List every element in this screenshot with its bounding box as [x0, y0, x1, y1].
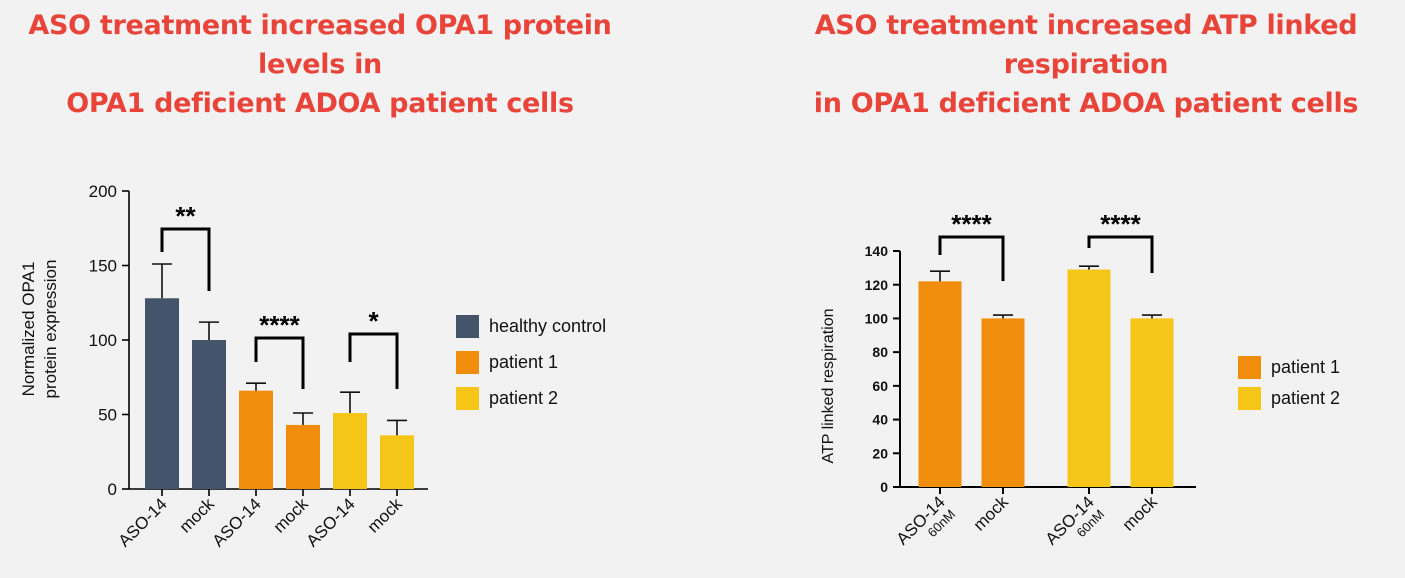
chart1-y-tick-label: 200 — [89, 182, 117, 201]
chart1-significance-label: ** — [175, 201, 196, 231]
right-title-line1: ASO treatment increased ATP linked respi… — [814, 10, 1358, 80]
chart1-legend-swatch — [456, 315, 479, 338]
chart1-significance-label: * — [368, 306, 379, 336]
chart1-significance-label: **** — [259, 310, 300, 340]
atp-respiration-chart: ATP linked respiration 0 20 40 60 80 100 120 14… — [820, 209, 1340, 549]
chart1-category-label: ASO-14 — [209, 494, 265, 550]
chart1-legend-label: patient 1 — [489, 352, 558, 372]
chart1-bar — [286, 424, 320, 489]
chart2-y-tick-label: 0 — [880, 479, 888, 495]
chart2-bar — [918, 281, 962, 487]
right-chart-title: ASO treatment increased ATP linked respi… — [770, 6, 1402, 123]
chart1-y-tick-label: 0 — [108, 480, 117, 499]
chart1-category-label: mock — [270, 494, 313, 537]
opa1-protein-chart: Normalized OPA1 protein expression 0 50 10… — [19, 182, 606, 550]
chart2-bar — [981, 318, 1025, 487]
chart1-y-tick-label: 50 — [98, 406, 117, 425]
chart2-y-tick-label: 120 — [865, 277, 889, 293]
chart1-bar — [192, 340, 226, 489]
chart2-legend-label: patient 2 — [1271, 388, 1340, 408]
chart1-bar — [145, 298, 179, 489]
chart2-legend-label: patient 1 — [1271, 357, 1340, 377]
chart1-significance-bracket — [160, 227, 211, 291]
chart2-significance-bracket — [1087, 235, 1154, 273]
chart1-legend-swatch — [456, 351, 479, 374]
chart1-significance-bracket — [348, 332, 399, 389]
chart2-category-label: mock — [1119, 492, 1162, 535]
chart1-bar — [333, 413, 367, 489]
chart2-bar — [1067, 269, 1111, 487]
chart1-y-tick-label: 100 — [89, 331, 117, 350]
chart1-category-label: mock — [176, 494, 219, 537]
chart2-y-tick-label: 40 — [872, 412, 888, 428]
chart2-y-tick-label: 60 — [872, 378, 888, 394]
left-chart-title: ASO treatment increased OPA1 protein lev… — [0, 6, 640, 123]
chart2-y-tick-label: 140 — [865, 243, 889, 259]
chart2-significance-label: **** — [1100, 209, 1141, 239]
chart1-y-axis-label-line2: protein expression — [41, 260, 60, 399]
chart2-bar — [1130, 318, 1174, 487]
chart1-y-tick-label: 150 — [89, 257, 117, 276]
chart1-category-label: ASO-14 — [115, 494, 171, 550]
chart1-legend-label: patient 2 — [489, 388, 558, 408]
left-title-line2: OPA1 deficient ADOA patient cells — [66, 88, 574, 119]
chart2-significance-bracket — [938, 235, 1005, 281]
chart2-significance-label: **** — [951, 209, 992, 239]
chart1-bar — [380, 435, 414, 489]
chart1-category-label: mock — [364, 494, 407, 537]
chart2-y-tick-label: 100 — [865, 310, 889, 326]
chart1-significance-bracket — [254, 336, 305, 389]
chart1-y-axis-label-line1: Normalized OPA1 — [19, 262, 38, 397]
chart1-category-label: ASO-14 — [303, 494, 359, 550]
chart1-legend-swatch — [456, 387, 479, 410]
chart1-bar — [239, 390, 273, 489]
chart2-y-tick-label: 20 — [872, 445, 888, 461]
right-title-line2: in OPA1 deficient ADOA patient cells — [813, 88, 1359, 119]
chart2-legend-swatch — [1238, 356, 1261, 379]
chart2-category-label: mock — [970, 492, 1013, 535]
chart2-y-axis-label: ATP linked respiration — [820, 308, 837, 463]
chart2-y-tick-label: 80 — [872, 344, 888, 360]
chart1-legend-label: healthy control — [489, 316, 606, 336]
chart2-legend-swatch — [1238, 387, 1261, 410]
left-title-line1: ASO treatment increased OPA1 protein lev… — [28, 10, 612, 80]
